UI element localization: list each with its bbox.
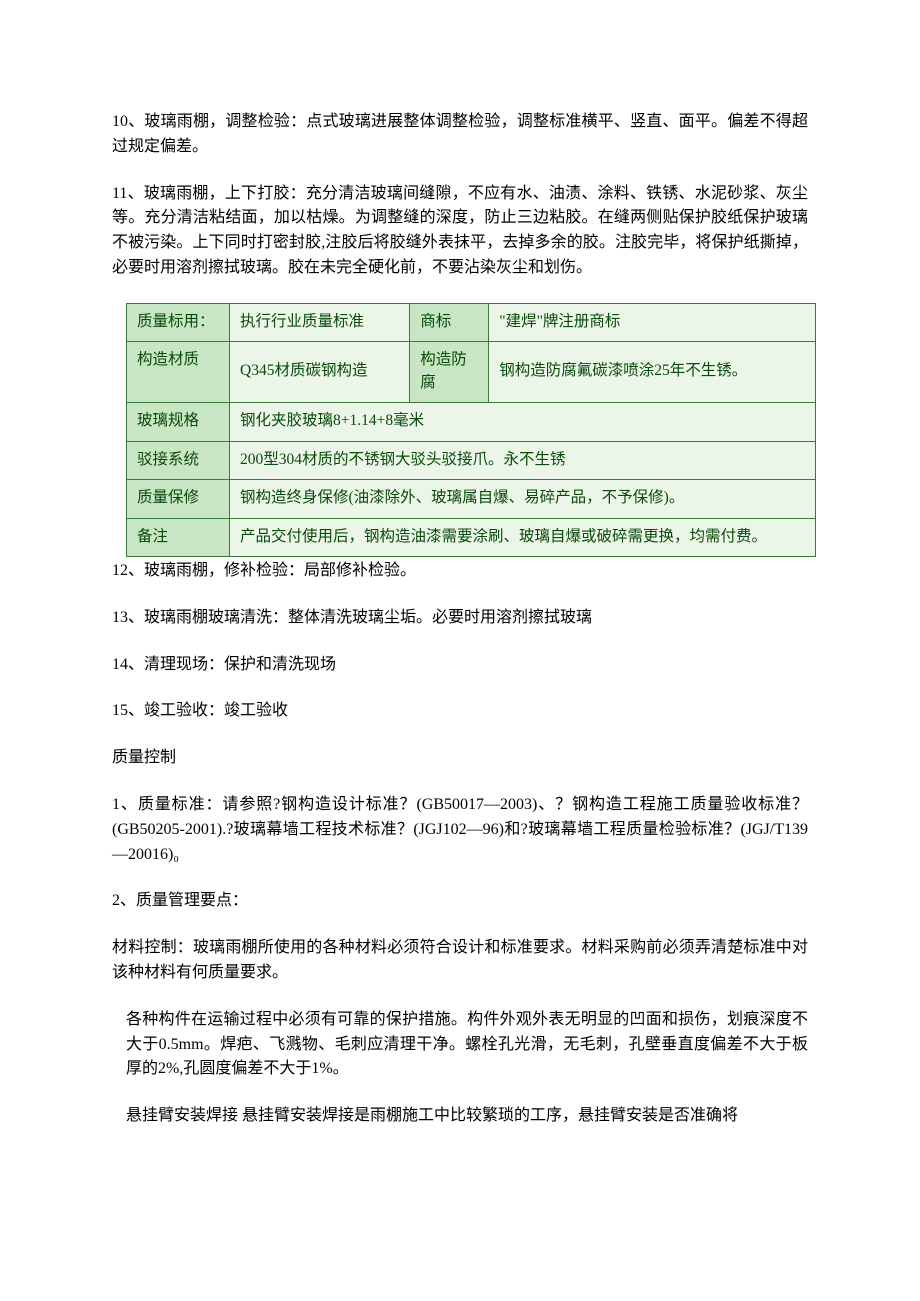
cell-material-value: Q345材质碳钢构造 [230, 342, 410, 403]
cell-anticorrosion-value: 钢构造防腐氟碳漆喷涂25年不生锈。 [489, 342, 816, 403]
cell-connection-label: 驳接系统 [127, 441, 230, 479]
cell-glass-value: 钢化夹胶玻璃8+1.14+8毫米 [230, 403, 816, 441]
cell-trademark-value: "建焊"牌注册商标 [489, 303, 816, 341]
paragraph-10: 10、玻璃雨棚，调整检验：点式玻璃进展整体调整检验，调整标准横平、竖直、面平。偏… [112, 110, 808, 160]
quality-point-1: 1、质量标准：请参照?钢构造设计标准？(GB50017—2003)、？钢构造工程… [112, 793, 808, 867]
table-row: 备注 产品交付使用后，钢构造油漆需要涂刷、玻璃自爆或破碎需更换，均需付费。 [127, 518, 816, 556]
table-row: 质量保修 钢构造终身保修(油漆除外、玻璃属自爆、易碎产品，不予保修)。 [127, 480, 816, 518]
cantilever-install: 悬挂臂安装焊接 悬挂臂安装焊接是雨棚施工中比较繁琐的工序，悬挂臂安装是否准确将 [112, 1104, 808, 1129]
paragraph-14: 14、清理现场：保护和清洗现场 [112, 653, 808, 678]
cell-connection-value: 200型304材质的不锈钢大驳头驳接爪。永不生锈 [230, 441, 816, 479]
cell-trademark-label: 商标 [410, 303, 489, 341]
material-control: 材料控制：玻璃雨棚所使用的各种材料必须符合设计和标准要求。材料采购前必须弄清楚标… [112, 936, 808, 986]
quality-control-title: 质量控制 [112, 746, 808, 771]
paragraph-13: 13、玻璃雨棚玻璃清洗：整体清洗玻璃尘垢。必要时用溶剂擦拭玻璃 [112, 606, 808, 631]
paragraph-12: 12、玻璃雨棚，修补检验：局部修补检验。 [112, 559, 808, 584]
quality-point-2: 2、质量管理要点： [112, 889, 808, 914]
cell-glass-label: 玻璃规格 [127, 403, 230, 441]
table-row: 构造材质 Q345材质碳钢构造 构造防腐 钢构造防腐氟碳漆喷涂25年不生锈。 [127, 342, 816, 403]
table-row: 质量标用： 执行行业质量标准 商标 "建焊"牌注册商标 [127, 303, 816, 341]
quality-table: 质量标用： 执行行业质量标准 商标 "建焊"牌注册商标 构造材质 Q345材质碳… [126, 303, 816, 557]
cell-warranty-label: 质量保修 [127, 480, 230, 518]
cell-remark-label: 备注 [127, 518, 230, 556]
table-row: 玻璃规格 钢化夹胶玻璃8+1.14+8毫米 [127, 403, 816, 441]
cell-remark-value: 产品交付使用后，钢构造油漆需要涂刷、玻璃自爆或破碎需更换，均需付费。 [230, 518, 816, 556]
cell-warranty-value: 钢构造终身保修(油漆除外、玻璃属自爆、易碎产品，不予保修)。 [230, 480, 816, 518]
paragraph-11: 11、玻璃雨棚，上下打胶：充分清洁玻璃间缝隙，不应有水、油渍、涂料、铁锈、水泥砂… [112, 182, 808, 281]
paragraph-15: 15、竣工验收：竣工验收 [112, 699, 808, 724]
cell-anticorrosion-label: 构造防腐 [410, 342, 489, 403]
cell-material-label: 构造材质 [127, 342, 230, 403]
cell-quality-label: 质量标用： [127, 303, 230, 341]
table-row: 驳接系统 200型304材质的不锈钢大驳头驳接爪。永不生锈 [127, 441, 816, 479]
cell-quality-value: 执行行业质量标准 [230, 303, 410, 341]
component-transport: 各种构件在运输过程中必须有可靠的保护措施。构件外观外表无明显的凹面和损伤，划痕深… [112, 1008, 808, 1082]
